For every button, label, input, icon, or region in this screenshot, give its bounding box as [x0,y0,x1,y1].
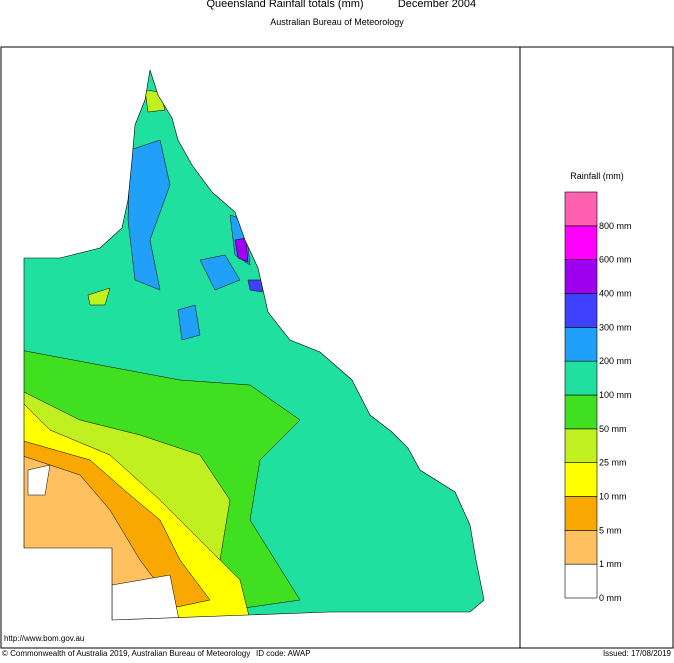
legend: 0 mm 1 mm 5 mm 10 mm 25 mm 50 mm 100 mm 200 mm 3… [564,191,632,603]
legend-swatch [564,563,598,599]
subtitle: Australian Bureau of Meteorology [270,17,404,27]
legend-swatch [564,327,598,362]
legend-swatch [564,360,598,396]
source-url: http://www.bom.gov.au [4,634,84,643]
legend-title: Rainfall (mm) [570,171,624,181]
legend-label: 300 mm [599,322,632,332]
legend-swatch [564,259,598,294]
legend-swatch [564,191,598,227]
legend-label: 800 mm [599,221,632,231]
legend-swatch [564,428,598,463]
legend-label: 10 mm [599,492,627,502]
rainfall-map [24,70,484,620]
legend-swatch [564,394,598,430]
copyright: © Commonwealth of Australia 2019, Austra… [2,649,250,658]
legend-label: 0 mm [599,593,622,603]
legend-label: 50 mm [599,424,627,434]
legend-swatch [564,293,598,328]
legend-label: 25 mm [599,458,627,468]
legend-label: 1 mm [599,559,622,569]
legend-label: 200 mm [599,356,632,366]
legend-label: 5 mm [599,525,622,535]
legend-swatch [564,530,598,565]
legend-swatch [564,462,598,497]
title: Queensland Rainfall totals (mm) [206,0,363,10]
period: December 2004 [398,0,476,10]
legend-frame [519,46,674,649]
issued: Issued: 17/08/2019 [603,649,672,658]
legend-label: 100 mm [599,390,632,400]
id-code: ID code: AWAP [256,649,311,658]
legend-swatch [564,496,598,531]
state-outline [23,69,485,621]
legend-label: 400 mm [599,289,632,299]
legend-label: 600 mm [599,255,632,265]
legend-swatch [564,225,598,260]
